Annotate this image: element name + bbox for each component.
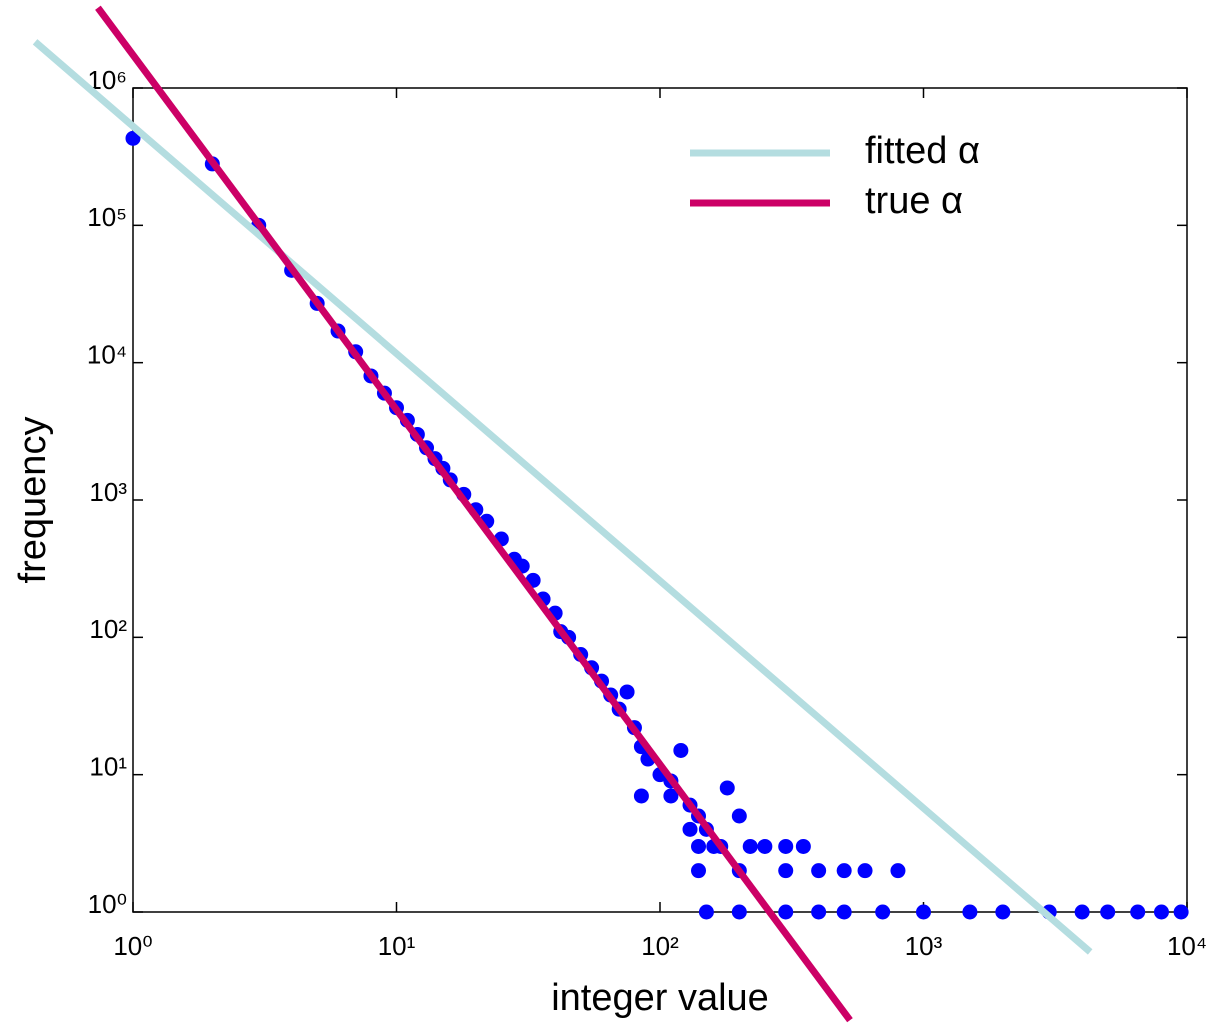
y-axis-label: frequency (12, 417, 54, 584)
point (916, 904, 931, 920)
fit-line (32, 39, 1093, 955)
point (778, 838, 794, 854)
point (836, 904, 852, 920)
point (890, 863, 906, 879)
point (836, 863, 852, 879)
point (1153, 904, 1169, 920)
point (673, 742, 689, 758)
x-axis-label: integer value (551, 977, 769, 1019)
point (731, 808, 747, 824)
legend-text: true α (865, 180, 963, 222)
point (633, 788, 649, 804)
point (1173, 904, 1189, 920)
point (125, 130, 141, 146)
y-tick-label: 10⁵ (87, 202, 127, 232)
x-tick-label: 10¹ (378, 931, 416, 961)
point (778, 863, 794, 879)
point (857, 863, 873, 879)
point (875, 904, 891, 920)
point (719, 780, 735, 796)
point (731, 904, 747, 920)
point (962, 904, 978, 920)
point (995, 904, 1011, 920)
point (619, 684, 635, 700)
point (757, 838, 773, 854)
point (742, 838, 758, 854)
point (663, 788, 679, 804)
point (1074, 904, 1090, 920)
point (811, 904, 827, 920)
point (1100, 904, 1116, 920)
y-tick-label: 10⁰ (88, 889, 127, 919)
point (691, 863, 707, 879)
plot-frame (132, 87, 1188, 913)
point (691, 838, 707, 854)
x-tick-label: 10² (641, 931, 679, 961)
point (811, 863, 827, 879)
point (1130, 904, 1146, 920)
legend-text: fitted α (865, 130, 980, 172)
x-tick-label: 10³ (905, 931, 943, 961)
y-tick-label: 10³ (89, 477, 127, 507)
y-tick-label: 10¹ (89, 752, 127, 782)
point (795, 838, 811, 854)
x-tick-label: 10⁰ (113, 931, 152, 961)
point (682, 821, 698, 837)
y-tick-label: 10² (89, 614, 127, 644)
x-tick-label: 10⁴ (1167, 931, 1207, 961)
point (698, 904, 714, 920)
point (778, 904, 794, 920)
fit-line (95, 5, 853, 1023)
y-tick-label: 10⁴ (87, 340, 127, 370)
